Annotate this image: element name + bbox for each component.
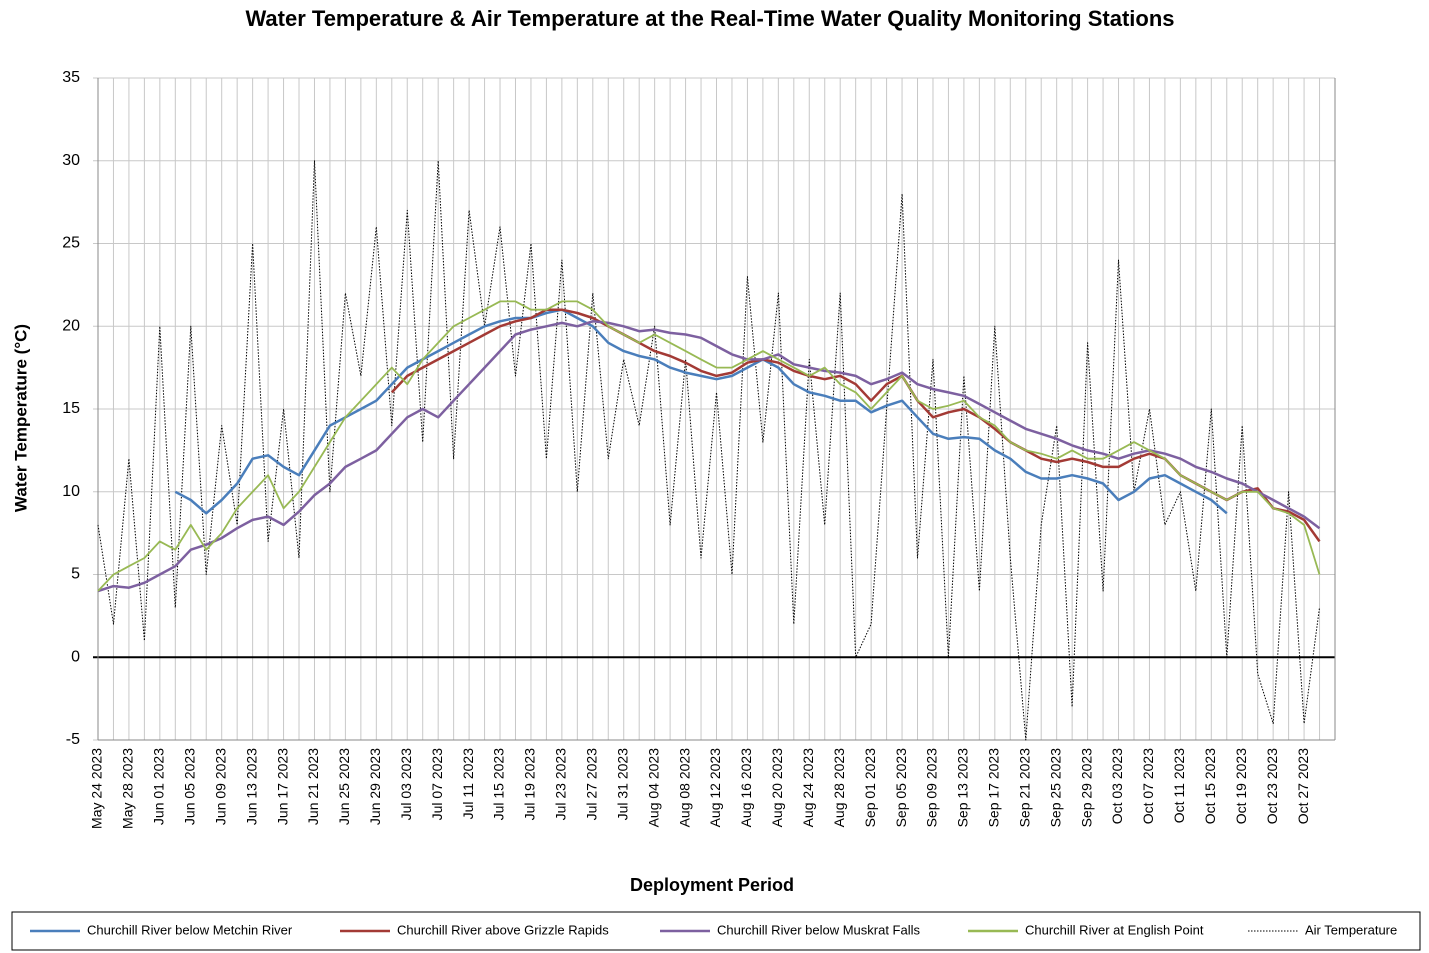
x-tick-label: Sep 29 2023	[1078, 748, 1094, 828]
x-tick-label: Oct 27 2023	[1295, 748, 1311, 824]
series-line	[97, 320, 1321, 593]
y-tick-label: 0	[71, 648, 80, 665]
chart-title: Water Temperature & Air Temperature at t…	[245, 6, 1174, 31]
x-tick-label: Oct 03 2023	[1109, 748, 1125, 824]
legend-label: Churchill River above Grizzle Rapids	[397, 922, 609, 937]
x-tick-label: Jun 09 2023	[212, 748, 228, 825]
x-tick-label: Sep 01 2023	[862, 748, 878, 828]
series-line	[174, 308, 1228, 515]
x-tick-label: Sep 09 2023	[924, 748, 940, 828]
x-tick-label: Jun 25 2023	[336, 748, 352, 825]
x-tick-label: Oct 07 2023	[1140, 748, 1156, 824]
x-tick-label: May 28 2023	[120, 748, 136, 829]
x-tick-label: Jun 13 2023	[243, 748, 259, 825]
x-tick-label: May 24 2023	[89, 748, 105, 829]
x-tick-label: Aug 20 2023	[769, 748, 785, 828]
x-tick-label: Oct 23 2023	[1264, 748, 1280, 824]
y-tick-label: 10	[62, 483, 80, 500]
x-tick-label: Sep 25 2023	[1047, 748, 1063, 828]
x-tick-label: Jun 05 2023	[181, 748, 197, 825]
x-tick-label: Jun 01 2023	[151, 748, 167, 825]
x-tick-label: Aug 04 2023	[645, 748, 661, 828]
x-tick-label: Sep 13 2023	[955, 748, 971, 828]
x-tick-label: Jun 29 2023	[367, 748, 383, 825]
series-line	[97, 160, 1320, 741]
y-tick-label: 20	[62, 317, 80, 334]
y-tick-label: 5	[71, 566, 80, 583]
x-tick-label: Sep 21 2023	[1016, 748, 1032, 828]
x-tick-label: Sep 05 2023	[893, 748, 909, 828]
x-tick-label: Oct 11 2023	[1171, 748, 1187, 823]
x-tick-label: Jul 11 2023	[460, 748, 476, 820]
y-axis-label: Water Temperature (°C)	[11, 324, 30, 512]
legend-label: Air Temperature	[1305, 922, 1397, 937]
x-axis-label: Deployment Period	[630, 875, 794, 895]
legend-label: Churchill River at English Point	[1025, 922, 1204, 937]
x-tick-label: Jul 07 2023	[429, 748, 445, 821]
x-tick-label: Aug 28 2023	[831, 748, 847, 828]
x-tick-label: Sep 17 2023	[986, 748, 1002, 828]
x-tick-label: Jul 31 2023	[614, 748, 630, 821]
x-tick-label: Jul 23 2023	[553, 748, 569, 821]
legend-box	[11, 911, 1421, 951]
x-tick-label: Aug 16 2023	[738, 748, 754, 828]
x-tick-label: Aug 12 2023	[707, 748, 723, 828]
x-tick-label: Oct 19 2023	[1233, 748, 1249, 824]
y-tick-label: 35	[62, 69, 80, 86]
y-tick-label: 15	[62, 400, 80, 417]
x-tick-label: Aug 24 2023	[800, 748, 816, 828]
x-tick-label: Aug 08 2023	[676, 748, 692, 828]
x-tick-label: Jul 27 2023	[584, 748, 600, 821]
x-tick-label: Jun 17 2023	[274, 748, 290, 825]
y-tick-label: 25	[62, 235, 80, 252]
x-tick-label: Jul 03 2023	[398, 748, 414, 821]
y-tick-label: -5	[66, 731, 80, 748]
legend-label: Churchill River below Metchin River	[87, 922, 293, 937]
x-tick-label: Jul 15 2023	[491, 748, 507, 821]
y-tick-label: 30	[62, 152, 80, 169]
x-tick-label: Oct 15 2023	[1202, 748, 1218, 824]
x-tick-label: Jun 21 2023	[305, 748, 321, 825]
series-line	[97, 300, 1321, 592]
x-tick-label: Jul 19 2023	[522, 748, 538, 821]
legend-label: Churchill River below Muskrat Falls	[717, 922, 920, 937]
